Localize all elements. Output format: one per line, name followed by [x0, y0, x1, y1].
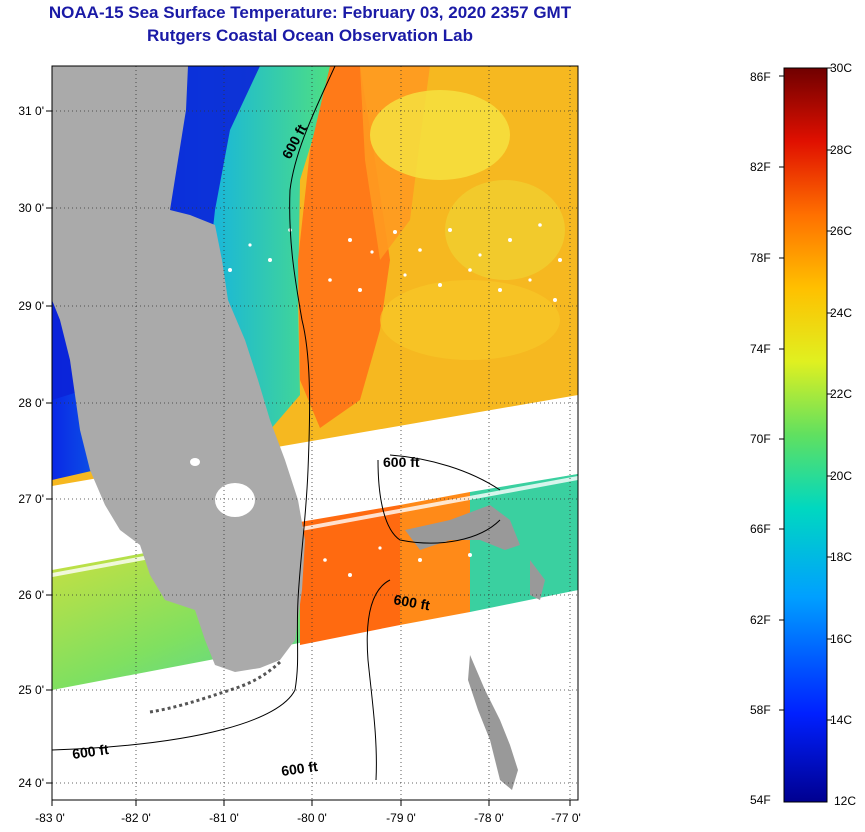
colorbar-f-label: 78F	[750, 251, 771, 265]
lake-okeechobee	[215, 483, 255, 517]
colorbar-ticks	[779, 67, 832, 721]
colorbar-c-label: 14C	[830, 713, 853, 727]
lon-label: -78 0'	[474, 811, 504, 825]
lon-label: -81 0'	[209, 811, 239, 825]
map-title: NOAA-15 Sea Surface Temperature: Februar…	[48, 3, 572, 22]
florida-keys	[149, 660, 282, 714]
colorbar-f-label: 82F	[750, 160, 771, 174]
contour-label: 600 ft	[392, 591, 431, 613]
lat-label: 24 0'	[18, 776, 44, 790]
lat-label: 25 0'	[18, 683, 44, 697]
eddy-east	[445, 180, 565, 280]
contour-600ft-bahamas	[377, 459, 501, 544]
colorbar-f-label: 74F	[750, 342, 771, 356]
map-subtitle: Rutgers Coastal Ocean Observation Lab	[147, 26, 473, 45]
colorbar-f-label: 62F	[750, 613, 771, 627]
colorbar-c-label: 30C	[830, 61, 853, 75]
colorbar-c-label: 22C	[830, 387, 853, 401]
bahamas-bank-water	[470, 474, 578, 612]
lat-label: 31 0'	[18, 104, 44, 118]
colorbar-f-label: 54F	[750, 793, 771, 807]
colorbar-c-label: 20C	[830, 469, 853, 483]
cloud-streak	[52, 476, 578, 577]
contour-label: 600 ft	[280, 758, 319, 779]
eddy-north	[370, 90, 510, 180]
colorbar-c-label: 28C	[830, 143, 853, 157]
contour-600ft-west	[52, 66, 336, 751]
lat-label: 28 0'	[18, 396, 44, 410]
plot-frame	[51, 65, 579, 801]
contour-label: 600 ft	[383, 454, 420, 470]
lat-label: 26 0'	[18, 588, 44, 602]
colorbar-c-label: 26C	[830, 224, 853, 238]
colorbar-f-label: 70F	[750, 432, 771, 446]
abaco-island	[530, 560, 545, 600]
inland-lake	[190, 458, 200, 466]
lat-label: 27 0'	[18, 492, 44, 506]
colorbar-c-label: 12C	[834, 794, 857, 808]
andros-island	[468, 655, 518, 790]
colorbar-f-label: 66F	[750, 522, 771, 536]
tick-marks	[46, 110, 571, 806]
contour-600ft-north-bahamas	[389, 454, 501, 491]
colorbar-c-label: 18C	[830, 550, 853, 564]
colorbar-f-label: 86F	[750, 70, 771, 84]
lat-label: 30 0'	[18, 201, 44, 215]
lon-label: -82 0'	[121, 811, 151, 825]
contour-label: 600 ft	[71, 741, 110, 762]
lat-label: 29 0'	[18, 299, 44, 313]
colorbar	[783, 67, 828, 803]
colorbar-c-label: 24C	[830, 306, 853, 320]
eddy-south	[380, 280, 560, 360]
lon-label: -77 0'	[551, 811, 581, 825]
florida-land	[52, 66, 305, 672]
colorbar-c-label: 16C	[830, 632, 853, 646]
lon-label: -79 0'	[386, 811, 416, 825]
contour-600ft-channel	[366, 579, 391, 781]
lon-label: -83 0'	[35, 811, 65, 825]
lon-label: -80 0'	[297, 811, 327, 825]
colorbar-f-label: 58F	[750, 703, 771, 717]
grand-bahama	[405, 505, 520, 550]
cloud-speckle	[68, 223, 562, 577]
